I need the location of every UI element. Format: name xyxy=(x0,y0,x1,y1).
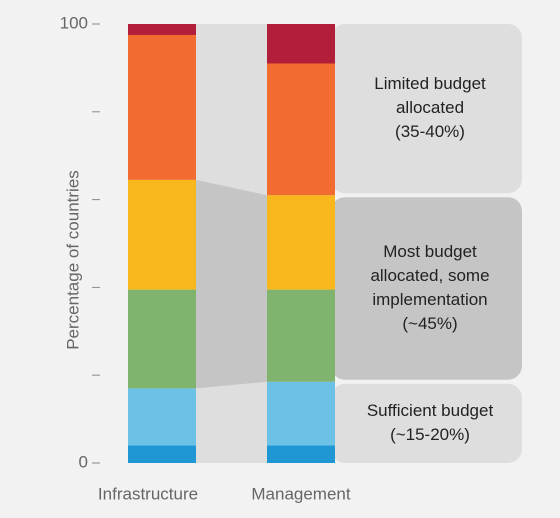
annotation-box xyxy=(331,383,522,463)
annotation-text: Limited budget xyxy=(374,74,486,93)
annotation-text: allocated, some xyxy=(370,266,489,285)
bar-segment xyxy=(267,63,335,196)
annotation-text: Most budget xyxy=(383,242,477,261)
bar-segment xyxy=(267,195,335,290)
bar-segment xyxy=(128,34,196,180)
bar-segment xyxy=(128,289,196,389)
annotation-text: (~15-20%) xyxy=(390,425,470,444)
annotation-text: (35-40%) xyxy=(395,122,465,141)
bar-segment xyxy=(128,179,196,290)
bar-segment xyxy=(128,24,196,35)
bar-segment xyxy=(128,388,196,446)
band-mid xyxy=(196,179,267,389)
y-tick-label: 0 xyxy=(79,452,88,471)
annotation-text: Sufficient budget xyxy=(367,401,494,420)
bar-segment xyxy=(128,445,196,463)
x-tick-label: Management xyxy=(251,484,351,503)
y-axis-label: Percentage of countries xyxy=(63,170,82,350)
annotation-box xyxy=(331,197,522,380)
annotation-text: implementation xyxy=(372,290,487,309)
bar-segment xyxy=(267,24,335,64)
annotation-box xyxy=(331,24,522,194)
bar-segment xyxy=(267,381,335,446)
annotation-text: (~45%) xyxy=(402,314,457,333)
y-tick-label: 100 xyxy=(60,13,88,32)
x-tick-label: Infrastructure xyxy=(98,484,198,503)
bar-segment xyxy=(267,289,335,382)
annotation-text: allocated xyxy=(396,98,464,117)
bar-segment xyxy=(267,445,335,463)
